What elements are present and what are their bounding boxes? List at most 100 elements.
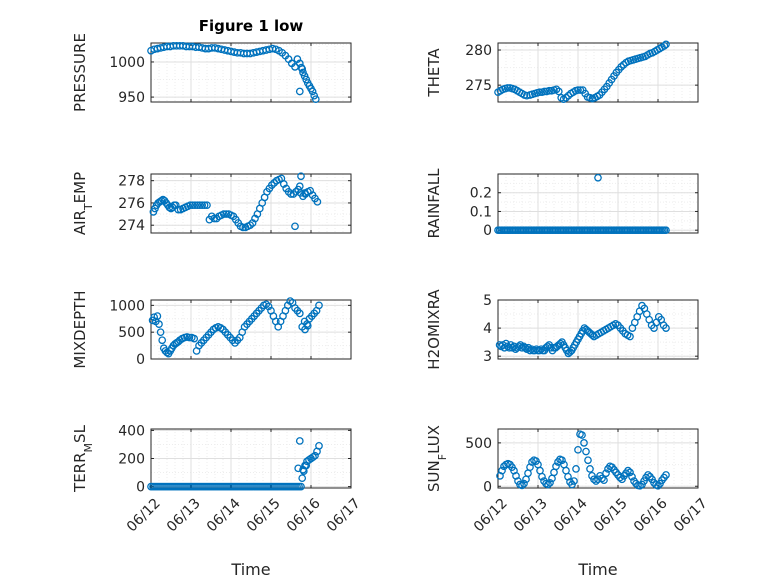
- x-axis-label: Time: [230, 560, 270, 579]
- data-point: [503, 84, 512, 92]
- data-point: [545, 86, 554, 95]
- axes-box: [497, 428, 699, 489]
- data-point: [291, 222, 299, 231]
- data-point: [310, 91, 319, 100]
- data-point: [295, 182, 304, 191]
- data-point: [298, 65, 307, 73]
- y-axis-label: AIRTEMP: [71, 172, 95, 235]
- y-axis-label: RAINFALL: [425, 168, 443, 239]
- data-point: [289, 190, 298, 198]
- y-axis-label: MIXDEPTH: [71, 290, 89, 368]
- data-point: [188, 201, 197, 210]
- data-point: [554, 87, 563, 96]
- subplot-4: 0 0.1 0.2 RAINFALL: [425, 168, 699, 239]
- data-point: [191, 201, 199, 210]
- data-point: [267, 181, 276, 189]
- data-point: [624, 466, 632, 475]
- data-point: [301, 189, 309, 197]
- data-point: [582, 447, 590, 456]
- y-tick-label: 950: [118, 90, 145, 106]
- data-point: [186, 201, 195, 210]
- data-point: [572, 465, 580, 473]
- data-point: [540, 87, 549, 96]
- axes-box: [150, 173, 352, 234]
- subplot-6: 3 4 5 H2OMIXRA: [425, 289, 699, 370]
- y-axis-label: PRESSURE: [71, 33, 89, 112]
- data-point: [662, 324, 670, 332]
- data-point: [628, 472, 636, 481]
- axes-box: [497, 299, 699, 360]
- data-point: [662, 40, 670, 49]
- y-tick-label: 3: [483, 349, 492, 365]
- data-point: [262, 300, 271, 309]
- data-point: [295, 309, 304, 318]
- axes-box: [150, 299, 352, 360]
- y-axis-label: SUNFLUX: [425, 425, 449, 492]
- data-point: [626, 468, 634, 477]
- data-point: [158, 336, 167, 345]
- data-point: [580, 439, 588, 447]
- data-point: [520, 479, 528, 488]
- figure-title: Figure 1 low: [199, 17, 304, 35]
- data-point: [586, 465, 594, 473]
- data-point: [193, 201, 202, 210]
- y-tick-label: 400: [118, 423, 145, 439]
- data-point: [584, 456, 592, 465]
- data-point: [626, 332, 634, 341]
- data-point: [570, 477, 578, 485]
- y-tick-label: 0: [483, 223, 492, 239]
- data-point: [574, 445, 582, 454]
- y-axis-label: TERRMSL: [71, 424, 95, 493]
- y-tick-label: 1000: [109, 298, 145, 314]
- subplot-3: 274 276 278 AIRTEMP: [71, 172, 352, 235]
- data-point: [590, 475, 598, 484]
- data-point: [174, 205, 183, 214]
- data-point: [198, 201, 207, 210]
- data-point: [654, 481, 662, 490]
- data-point: [311, 95, 320, 104]
- data-point: [660, 41, 669, 50]
- data-point: [535, 88, 544, 97]
- data-point: [291, 187, 300, 196]
- y-axis-label: THETA: [425, 48, 443, 98]
- data-point: [297, 172, 305, 181]
- data-point: [544, 480, 552, 489]
- data-point: [295, 437, 304, 445]
- data-point: [662, 471, 670, 479]
- data-point: [185, 333, 194, 342]
- data-point: [303, 321, 312, 330]
- data-point: [546, 478, 554, 487]
- y-tick-label: 0: [136, 352, 145, 368]
- y-tick-label: 280: [465, 43, 492, 59]
- data-point: [302, 461, 311, 470]
- data-point: [203, 201, 211, 210]
- data-point: [518, 481, 526, 490]
- data-point: [308, 87, 317, 96]
- y-tick-label: 276: [118, 196, 145, 212]
- y-tick-label: 1000: [109, 55, 145, 71]
- data-point: [295, 87, 304, 96]
- y-tick-label: 274: [118, 218, 145, 234]
- data-point: [155, 320, 163, 328]
- data-point: [662, 226, 670, 235]
- data-point: [299, 68, 307, 77]
- data-point: [293, 55, 302, 64]
- data-point: [598, 474, 606, 483]
- data-point: [298, 474, 307, 483]
- y-tick-label: 0: [483, 479, 492, 495]
- data-point: [297, 482, 305, 491]
- data-point: [315, 442, 323, 450]
- y-tick-label: 275: [465, 78, 492, 94]
- axes-box: [150, 42, 352, 103]
- data-point: [190, 334, 199, 343]
- y-tick-label: 500: [465, 436, 492, 452]
- data-point: [576, 86, 585, 94]
- y-tick-label: 0.2: [470, 186, 492, 202]
- y-tick-label: 0.1: [470, 204, 492, 220]
- subplot-grid: 950 1000 PRESSURE 275 280 THETA 274 276 278 AIRTE…: [71, 33, 711, 579]
- data-point: [311, 451, 319, 460]
- data-point: [578, 431, 586, 439]
- data-point: [315, 301, 323, 310]
